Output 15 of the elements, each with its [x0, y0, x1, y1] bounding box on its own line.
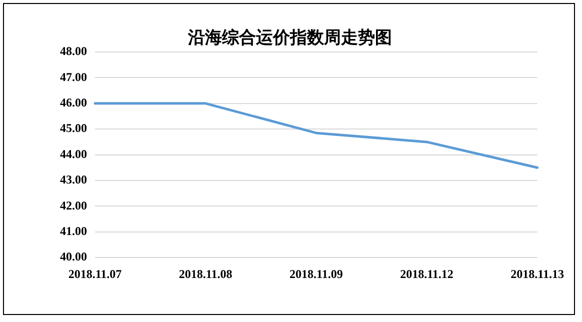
- x-tick-label: 2018.11.12: [400, 266, 454, 281]
- y-tick-label: 47.00: [60, 70, 87, 84]
- y-tick-label: 41.00: [60, 224, 87, 238]
- x-tick-label: 2018.11.07: [68, 266, 122, 281]
- y-tick-label: 43.00: [60, 172, 87, 187]
- y-tick-label: 48.00: [60, 44, 87, 58]
- y-tick-label: 45.00: [60, 121, 87, 136]
- y-tick-label: 42.00: [60, 198, 87, 212]
- x-tick-label: 2018.11.13: [510, 266, 564, 281]
- y-tick-label: 40.00: [60, 250, 87, 264]
- y-tick-label: 46.00: [60, 95, 87, 110]
- x-tick-label: 2018.11.09: [289, 266, 343, 281]
- chart-title: 沿海综合运价指数周走势图: [188, 28, 392, 47]
- x-tick-label: 2018.11.08: [178, 266, 232, 281]
- y-tick-label: 44.00: [60, 146, 87, 161]
